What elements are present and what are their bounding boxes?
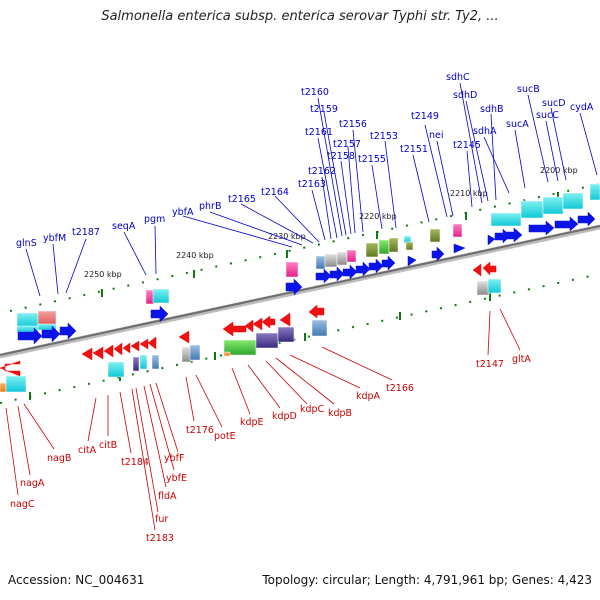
gene-label-sdhB: sdhB bbox=[480, 104, 504, 115]
scale-label: 2220 kbp bbox=[359, 212, 397, 221]
gene-label-t2160: t2160 bbox=[301, 87, 329, 98]
gene-label-sucC: sucC bbox=[536, 110, 559, 121]
gene-label-ybfF: ybfF bbox=[164, 453, 184, 464]
gene-label-sucB: sucB bbox=[517, 84, 540, 95]
gene-label-t2145: t2145 bbox=[453, 140, 481, 151]
gene-label-t2149: t2149 bbox=[411, 111, 439, 122]
gene-label-t2151: t2151 bbox=[400, 144, 428, 155]
gene-label-t2184: t2184 bbox=[121, 457, 149, 468]
map-title: Salmonella enterica subsp. enterica sero… bbox=[101, 9, 499, 24]
gene-label-t2163: t2163 bbox=[298, 179, 326, 190]
gene-label-seqA: seqA bbox=[112, 221, 136, 232]
tick-tracks bbox=[0, 183, 600, 404]
gene-label-t2155: t2155 bbox=[358, 154, 386, 165]
gene-label-t2166: t2166 bbox=[386, 383, 414, 394]
gene-label-kdpA: kdpA bbox=[356, 391, 381, 402]
forward-gene-arrows bbox=[17, 211, 596, 345]
gene-label-cydA: cydA bbox=[570, 102, 594, 113]
gene-label-sdhC: sdhC bbox=[446, 72, 470, 83]
gene-label-t2153: t2153 bbox=[370, 131, 398, 142]
gene-label-potE: potE bbox=[214, 431, 236, 442]
gene-label-kdpD: kdpD bbox=[272, 411, 297, 422]
gene-label-sucA: sucA bbox=[506, 119, 529, 130]
reverse-gene-labels: nagC nagA nagB citA citB t2184 fur t2183… bbox=[10, 354, 531, 544]
gene-label-t2176: t2176 bbox=[186, 425, 214, 436]
gene-label-citB: citB bbox=[99, 440, 117, 451]
gene-label-fur: fur bbox=[155, 514, 168, 525]
gene-label-kdpE: kdpE bbox=[240, 417, 264, 428]
major-ticks bbox=[29, 192, 559, 400]
gene-label-t2161: t2161 bbox=[305, 127, 333, 138]
gene-label-phrB: phrB bbox=[199, 201, 221, 212]
gene-label-t2164: t2164 bbox=[261, 187, 289, 198]
forward-leader-lines bbox=[25, 82, 598, 297]
gene-label-t2156: t2156 bbox=[339, 119, 367, 130]
gene-label-kdpC: kdpC bbox=[300, 404, 325, 415]
scale-label: 2240 kbp bbox=[176, 251, 214, 260]
gene-label-t2159: t2159 bbox=[310, 104, 338, 115]
gene-label-glnS: glnS bbox=[16, 238, 37, 249]
accession-text: Accession: NC_004631 bbox=[8, 573, 145, 587]
gene-label-t2183: t2183 bbox=[146, 533, 174, 544]
gene-label-nagA: nagA bbox=[20, 478, 45, 489]
scale-label: 2210 kbp bbox=[450, 189, 488, 198]
gene-label-t2157: t2157 bbox=[333, 139, 361, 150]
genome-info-text: Topology: circular; Length: 4,791,961 bp… bbox=[262, 573, 592, 587]
gene-label-gltA: gltA bbox=[512, 354, 531, 365]
gene-label-nagB: nagB bbox=[47, 453, 71, 464]
reverse-gene-arrows bbox=[0, 261, 497, 377]
scale-label: 2250 kbp bbox=[84, 270, 122, 279]
gene-label-sucD: sucD bbox=[542, 98, 566, 109]
reverse-leader-lines bbox=[5, 308, 521, 531]
genome-backbone bbox=[0, 224, 600, 359]
forward-gene-boxes bbox=[16, 183, 600, 333]
gene-label-pgm: pgm bbox=[144, 214, 165, 225]
scale-label: 2200 kbp bbox=[540, 166, 578, 175]
gene-label-nagC: nagC bbox=[10, 499, 35, 510]
gene-label-t2158: t2158 bbox=[327, 151, 355, 162]
gene-label-ybfE: ybfE bbox=[166, 473, 187, 484]
gene-label-t2162: t2162 bbox=[308, 166, 336, 177]
gene-label-t2147: t2147 bbox=[476, 359, 504, 370]
gene-label-citA: citA bbox=[78, 445, 97, 456]
reverse-gene-boxes bbox=[0, 278, 502, 393]
gene-label-ybfM: ybfM bbox=[43, 233, 66, 244]
gene-label-t2165: t2165 bbox=[228, 194, 256, 205]
scale-label: 2230 kbp bbox=[268, 232, 306, 241]
gene-label-kdpB: kdpB bbox=[328, 408, 352, 419]
gene-label-fldA: fldA bbox=[158, 491, 177, 502]
scale-labels: 2250 kbp 2240 kbp 2230 kbp 2220 kbp 2210… bbox=[84, 166, 578, 279]
forward-gene-labels: glnS ybfM t2187 seqA pgm ybfA phrB t2165… bbox=[16, 72, 594, 249]
gene-label-sdhA: sdhA bbox=[473, 126, 497, 137]
gene-label-ybfA: ybfA bbox=[172, 207, 194, 218]
gene-label-sdhD: sdhD bbox=[453, 90, 477, 101]
gene-label-nei: nei bbox=[429, 130, 444, 141]
gene-label-t2187: t2187 bbox=[72, 227, 100, 238]
